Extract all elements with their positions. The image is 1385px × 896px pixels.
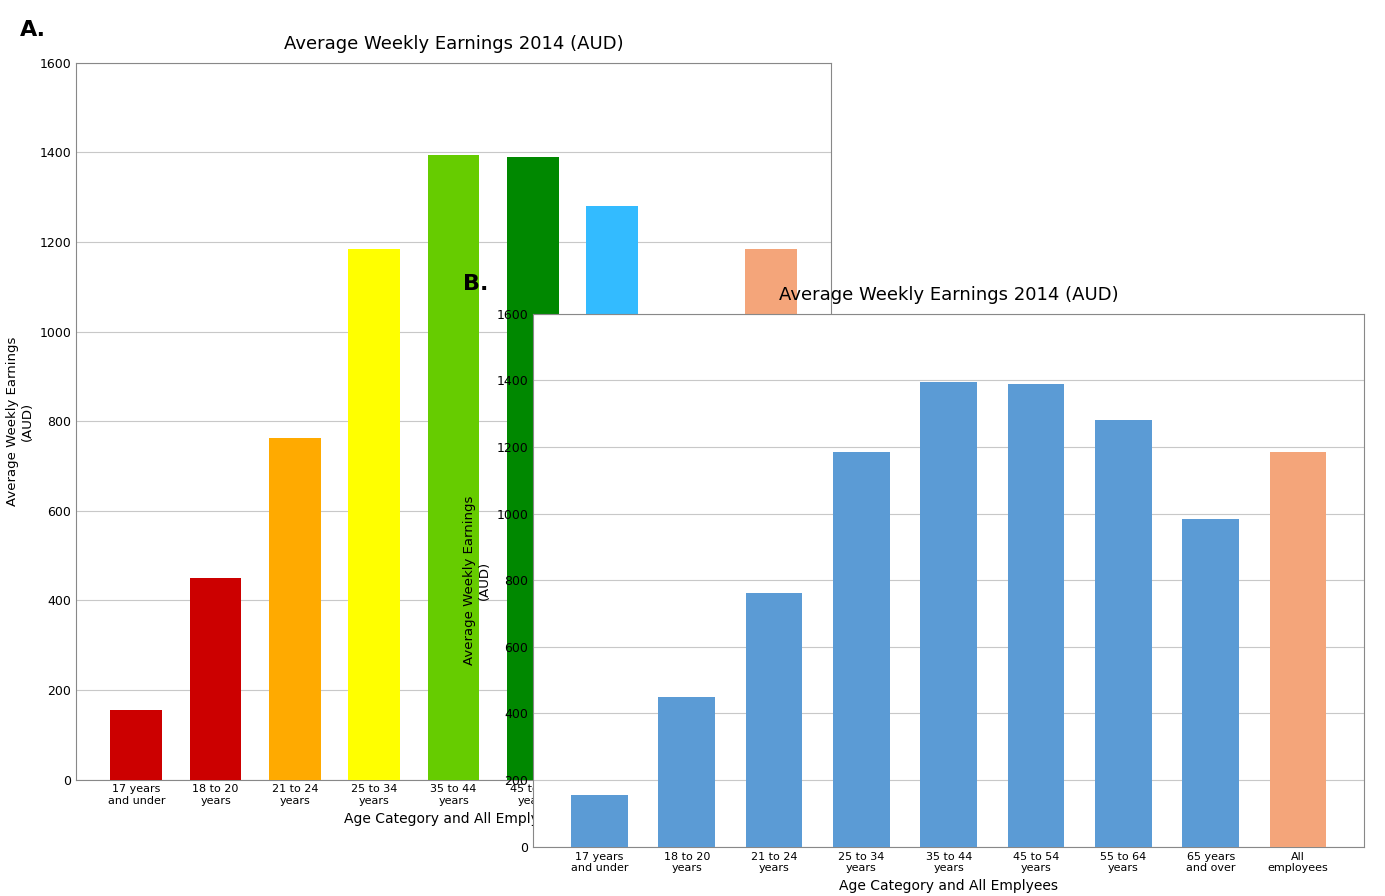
- Y-axis label: Average Weekly Earnings
(AUD): Average Weekly Earnings (AUD): [463, 495, 490, 665]
- Bar: [1096, 420, 1152, 847]
- Bar: [269, 438, 321, 780]
- Text: A.: A.: [19, 20, 46, 39]
- Bar: [921, 382, 976, 847]
- Bar: [1270, 452, 1327, 847]
- X-axis label: Age Category and All Emplyees: Age Category and All Emplyees: [839, 879, 1058, 892]
- Text: B.: B.: [463, 273, 488, 294]
- Title: Average Weekly Earnings 2014 (AUD): Average Weekly Earnings 2014 (AUD): [284, 35, 623, 53]
- Bar: [832, 452, 889, 847]
- Bar: [658, 697, 715, 847]
- Bar: [428, 154, 479, 780]
- Bar: [349, 248, 400, 780]
- Bar: [586, 206, 638, 780]
- Bar: [745, 593, 802, 847]
- Bar: [507, 157, 558, 780]
- Bar: [111, 710, 162, 780]
- Bar: [745, 248, 796, 780]
- Bar: [571, 795, 627, 847]
- Bar: [1008, 383, 1065, 847]
- Bar: [666, 338, 717, 780]
- Title: Average Weekly Earnings 2014 (AUD): Average Weekly Earnings 2014 (AUD): [778, 286, 1119, 304]
- X-axis label: Age Category and All Emplyees: Age Category and All Emplyees: [343, 812, 564, 825]
- Y-axis label: Average Weekly Earnings
(AUD): Average Weekly Earnings (AUD): [6, 336, 33, 506]
- Bar: [190, 579, 241, 780]
- Bar: [1183, 519, 1240, 847]
